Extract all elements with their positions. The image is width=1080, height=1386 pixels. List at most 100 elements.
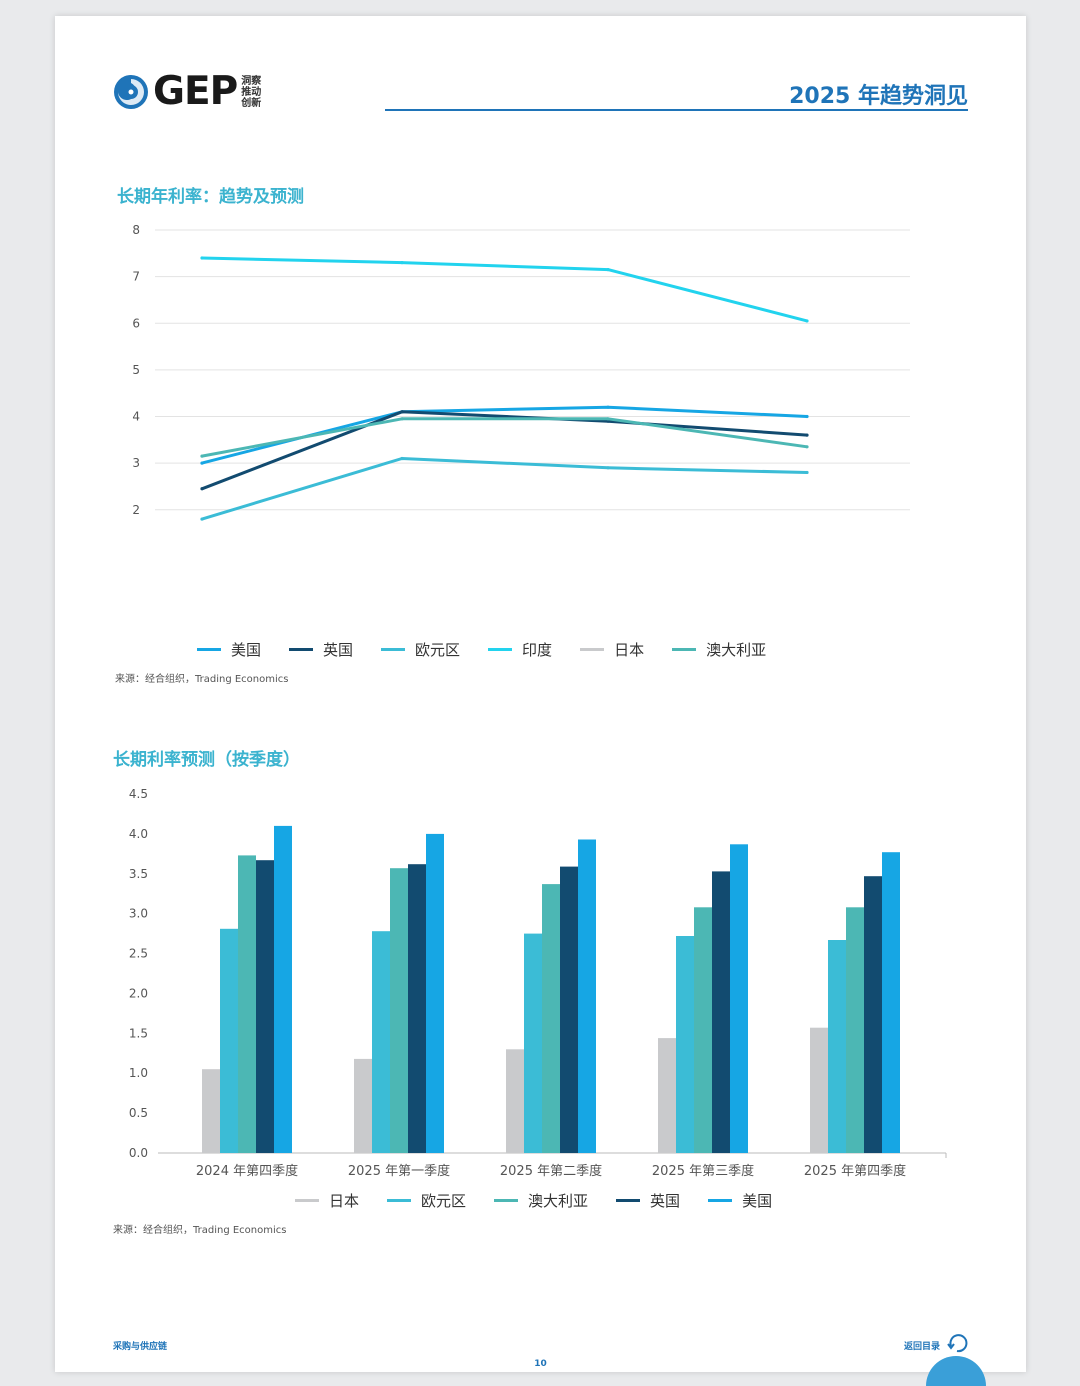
bar-chart-legend: 日本 欧元区 澳大利亚 英国 美国 [295,1190,800,1211]
line-chart-legend-label: 美国 [231,641,262,659]
bar-chart-legend-label: 英国 [650,1192,681,1210]
bar-chart-ytick-label: 2.0 [129,986,148,1000]
line-chart-point [606,268,610,272]
line-chart-title: 长期年利率：趋势及预测 [117,187,304,207]
logo-tagline-line: 推动 [241,86,262,98]
line-chart-point [200,517,204,521]
line-chart-point [805,445,809,449]
line-chart-point [200,487,204,491]
footer-section-label: 采购与供应链 [113,1342,168,1352]
bar-chart-bar-uk [864,876,882,1153]
bar-chart-bar-australia [694,907,712,1153]
bar-chart-bar-us [274,825,292,1153]
bar-chart-legend-item: 欧元区 [387,1190,466,1211]
bar-chart-ytick-label: 3.0 [129,907,148,921]
line-chart-point [805,319,809,323]
bar-chart-legend-swatch [708,1199,733,1202]
bar-chart-bar-australia [238,855,256,1153]
logo-tagline-line: 洞察 [241,75,262,87]
line-chart-legend-label: 欧元区 [415,641,461,659]
line-chart-ytick-label: 2 [132,503,140,517]
bar-chart-source: 来源：经合组织，Trading Economics [113,1225,287,1236]
line-chart-ytick-label: 8 [132,223,140,237]
line-chart-point [805,414,809,419]
bar-chart-bar-eurozone [828,940,846,1153]
report-page: GEP 洞察 推动 创新 2025 年趋势洞见 长期年利率：趋势及预测 0123… [55,16,1026,1386]
bar-chart-legend-swatch [494,1199,519,1202]
line-chart-series-australia [201,417,808,458]
line-chart-series-uk [201,410,808,491]
bar-chart-legend-item: 英国 [616,1190,680,1211]
bar-chart-bar-uk [408,864,426,1153]
bar-chart-legend-label: 日本 [329,1192,360,1210]
bar-chart-bar-eurozone [676,936,694,1153]
bar-chart-bar-us [426,833,444,1153]
bar-chart-ytick-label: 2.5 [129,947,148,961]
bar-chart-legend-label: 欧元区 [421,1192,467,1210]
line-chart-point [606,405,610,409]
line-chart: 0123456782022202320242025 [132,223,910,521]
bar-chart-bar-eurozone [524,933,542,1153]
bar-chart-legend-label: 澳大利亚 [528,1192,589,1210]
bar-chart-bar-australia [390,868,408,1153]
line-chart-series-india [201,256,808,323]
line-chart-legend-swatch [580,648,605,651]
line-chart-legend-swatch [289,648,314,651]
line-chart-point [400,456,404,461]
line-chart-legend: 美国 英国 欧元区 印度 日本 澳大利亚 [197,639,794,660]
line-chart-point [805,433,809,437]
page-title: 2025 年趋势洞见 [789,84,968,109]
line-chart-point [805,470,809,475]
line-chart-legend-item: 英国 [289,639,353,660]
bar-chart: 0.0 0.5 1.0 1.5 2.0 2.5 3.0 3.5 4.0 4.5 2024 年第四季度… [129,787,947,1179]
line-chart-point [606,466,610,470]
bar-chart-bar-us [578,839,596,1153]
line-chart-legend-label: 英国 [323,641,354,659]
bar-chart-title: 长期利率预测（按季度） [113,750,300,770]
line-chart-legend-item: 美国 [197,639,261,660]
line-chart-legend-swatch [488,648,513,651]
line-chart-legend-swatch [672,648,697,651]
bar-chart-bar-eurozone [372,931,390,1153]
bar-chart-legend-swatch [295,1199,319,1202]
bar-chart-bar-japan [810,1027,828,1153]
line-chart-point [200,256,204,260]
bar-chart-bar-japan [506,1049,524,1153]
bar-chart-category-label: 2025 年第四季度 [804,1163,906,1179]
bar-chart-legend-swatch [616,1199,641,1202]
bar-chart-legend-label: 美国 [742,1192,773,1210]
bar-chart-legend-item: 澳大利亚 [494,1190,588,1211]
line-chart-series-eurozone [201,457,808,521]
page-number: 10 [534,1359,547,1369]
bar-chart-bar-japan [202,1069,220,1153]
bar-chart-legend-item: 日本 [295,1190,359,1211]
line-chart-ytick-label: 4 [132,410,140,424]
bar-chart-ytick-label: 1.0 [129,1066,148,1080]
bar-chart-category-label: 2025 年第二季度 [500,1163,602,1179]
bar-chart-bar-australia [846,907,864,1153]
return-arrow-icon[interactable] [946,1332,968,1354]
line-chart-legend-item: 日本 [580,639,644,660]
bar-chart-ytick-label: 0.5 [129,1106,148,1120]
line-chart-ytick-label: 7 [132,270,140,284]
bar-chart-bar-australia [542,884,560,1153]
gep-logo: GEP 洞察 推动 创新 [113,72,261,112]
line-chart-ytick-label: 5 [132,363,140,377]
bar-chart-ytick-label: 4.0 [129,827,148,841]
bar-chart-bar-uk [256,860,274,1153]
back-to-contents-link[interactable]: 返回目录 [903,1342,940,1352]
logo-tagline: 洞察 推动 创新 [241,76,261,109]
bar-chart-ytick-label: 0.0 [129,1146,148,1160]
line-chart-point [606,417,610,421]
bar-chart-bar-eurozone [220,928,238,1153]
logo-tagline-line: 创新 [241,97,262,109]
bar-chart-legend-swatch [387,1199,412,1202]
line-chart-legend-label: 日本 [614,641,645,659]
line-chart-point [200,461,204,465]
bar-chart-bar-uk [560,866,578,1153]
bar-chart-category-label: 2025 年第三季度 [652,1163,754,1179]
line-chart-point [400,261,404,265]
line-chart-legend-swatch [381,648,406,651]
bar-chart-bar-uk [712,871,730,1153]
bar-chart-ytick-label: 3.5 [129,867,148,881]
